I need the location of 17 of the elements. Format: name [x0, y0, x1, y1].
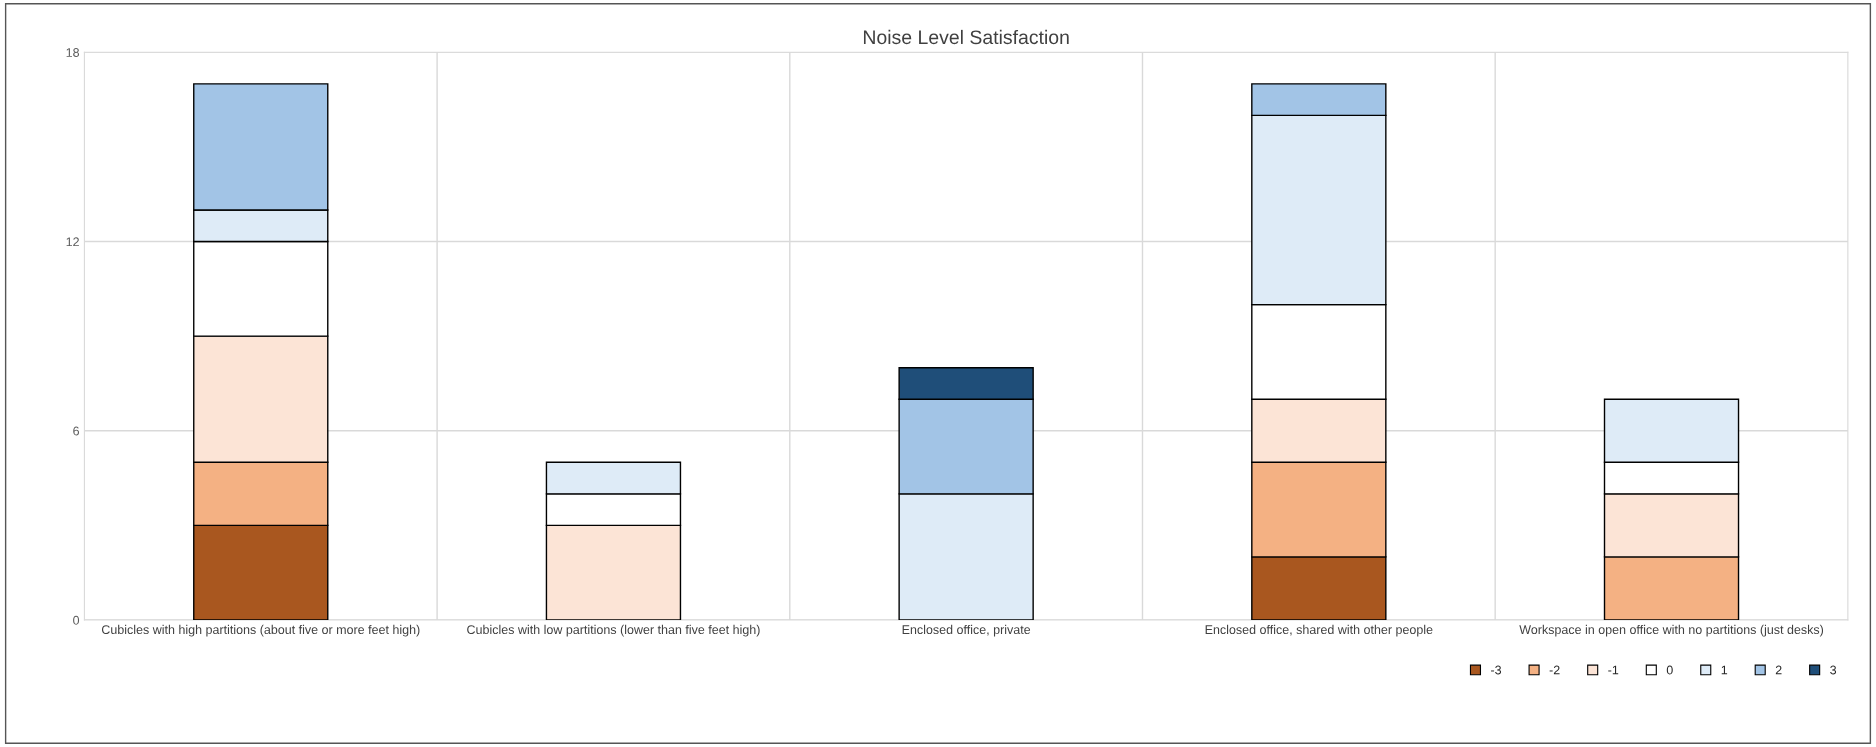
- x-tick-label: Workspace in open office with no partitions (just desks): [1519, 624, 1824, 637]
- legend-label: -1: [1608, 665, 1619, 675]
- legend-label: 0: [1666, 665, 1673, 675]
- legend-label: -3: [1491, 665, 1502, 675]
- chart-title: Noise Level Satisfaction: [863, 29, 1069, 45]
- y-tick-label: 18: [66, 48, 80, 57]
- y-tick-label: 6: [73, 426, 80, 436]
- legend-label: 3: [1830, 665, 1837, 675]
- x-tick-label: Cubicles with high partitions (about five or more feet high): [101, 624, 420, 637]
- legend-label: -2: [1549, 665, 1560, 675]
- x-tick-label: Cubicles with low partitions (lower than five feet high): [467, 624, 760, 637]
- legend-label: 1: [1721, 665, 1728, 675]
- y-tick-label: 12: [66, 237, 79, 247]
- y-tick-label: 0: [73, 615, 80, 625]
- legend-label: 2: [1775, 665, 1782, 675]
- x-tick-label: Enclosed office, private: [902, 624, 1031, 637]
- x-tick-label: Enclosed office, shared with other people: [1205, 624, 1433, 637]
